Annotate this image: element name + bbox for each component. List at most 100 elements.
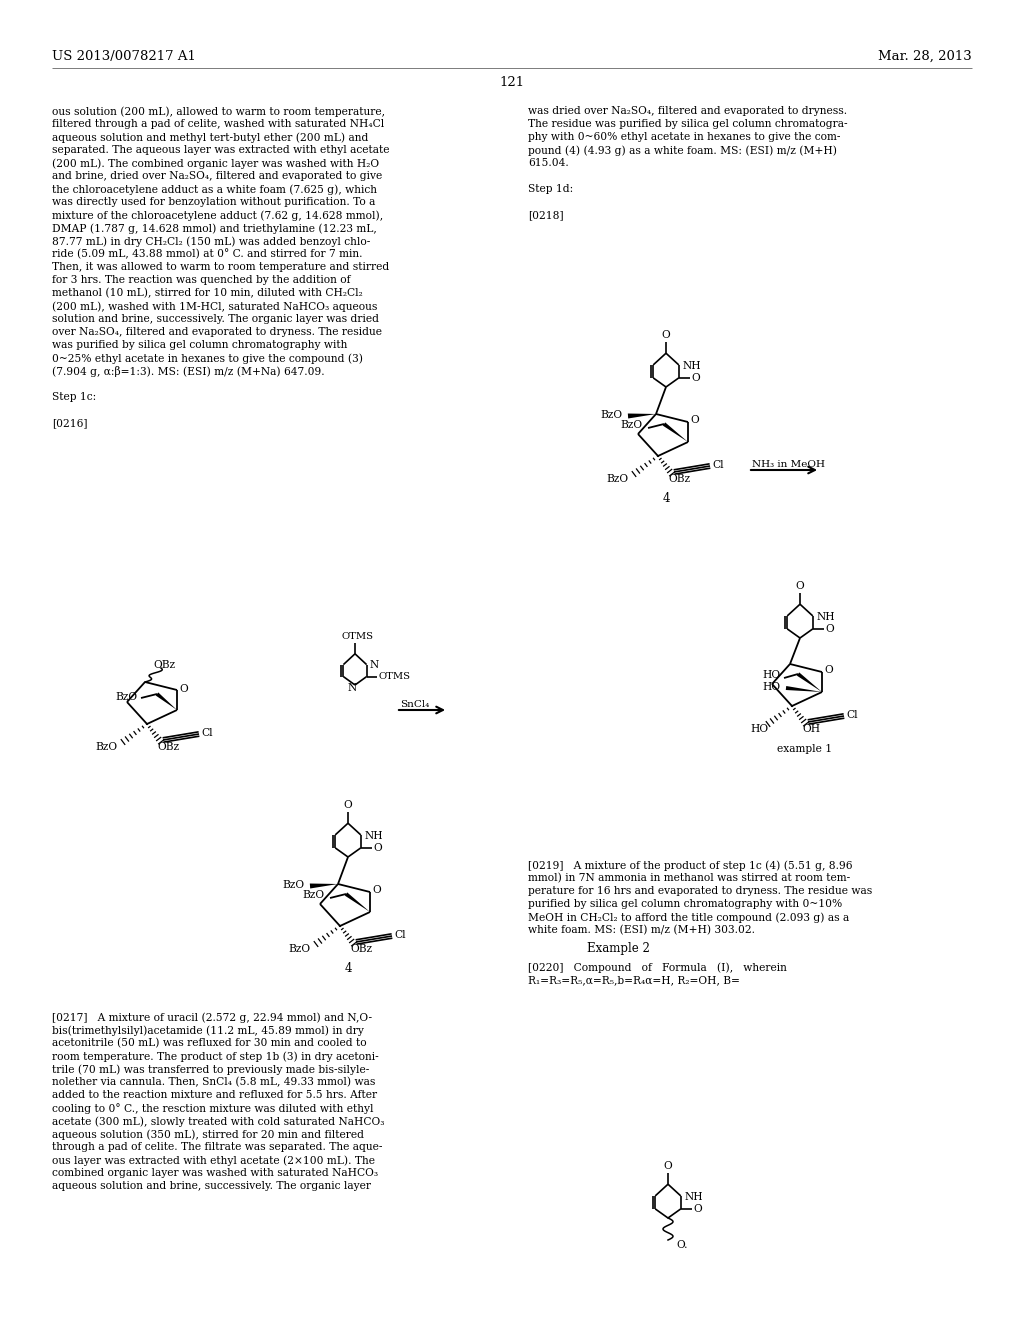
Text: over Na₂SO₄, filtered and evaporated to dryness. The residue: over Na₂SO₄, filtered and evaporated to … (52, 327, 382, 337)
Text: Cl: Cl (394, 931, 406, 940)
Polygon shape (310, 883, 338, 888)
Text: purified by silica gel column chromatography with 0~10%: purified by silica gel column chromatogr… (528, 899, 843, 909)
Text: R₁=R₃=R₅,α=R₅,b=R₄α=H, R₂=OH, B=: R₁=R₃=R₅,α=R₅,b=R₄α=H, R₂=OH, B= (528, 975, 740, 985)
Polygon shape (663, 422, 688, 442)
Text: white foam. MS: (ESI) m/z (M+H) 303.02.: white foam. MS: (ESI) m/z (M+H) 303.02. (528, 925, 755, 936)
Text: BzO: BzO (288, 944, 310, 954)
Text: HO: HO (750, 723, 768, 734)
Text: Mar. 28, 2013: Mar. 28, 2013 (879, 50, 972, 63)
Text: mixture of the chloroacetylene adduct (7.62 g, 14.628 mmol),: mixture of the chloroacetylene adduct (7… (52, 210, 383, 220)
Text: O: O (664, 1162, 673, 1171)
Text: DMAP (1.787 g, 14.628 mmol) and triethylamine (12.23 mL,: DMAP (1.787 g, 14.628 mmol) and triethyl… (52, 223, 377, 234)
Text: aqueous solution and brine, successively. The organic layer: aqueous solution and brine, successively… (52, 1181, 371, 1191)
Text: O: O (662, 330, 671, 341)
Text: OTMS: OTMS (341, 632, 373, 640)
Polygon shape (785, 686, 822, 692)
Text: O: O (179, 684, 187, 694)
Polygon shape (345, 892, 370, 912)
Text: aqueous solution (350 mL), stirred for 20 min and filtered: aqueous solution (350 mL), stirred for 2… (52, 1129, 364, 1139)
Text: BzO: BzO (95, 742, 117, 752)
Text: bis(trimethylsilyl)acetamide (11.2 mL, 45.89 mmol) in dry: bis(trimethylsilyl)acetamide (11.2 mL, 4… (52, 1026, 364, 1036)
Text: O.: O. (676, 1239, 687, 1250)
Text: OTMS: OTMS (379, 672, 411, 681)
Text: O: O (692, 372, 700, 383)
Text: separated. The aqueous layer was extracted with ethyl acetate: separated. The aqueous layer was extract… (52, 145, 389, 154)
Text: BzO: BzO (282, 880, 304, 890)
Text: OBz: OBz (153, 660, 175, 671)
Text: methanol (10 mL), stirred for 10 min, diluted with CH₂Cl₂: methanol (10 mL), stirred for 10 min, di… (52, 288, 362, 298)
Text: O: O (694, 1204, 702, 1214)
Text: NH: NH (365, 830, 383, 841)
Text: BzO: BzO (115, 692, 137, 702)
Text: Step 1c:: Step 1c: (52, 392, 96, 403)
Text: O: O (374, 843, 383, 853)
Text: added to the reaction mixture and refluxed for 5.5 hrs. After: added to the reaction mixture and reflux… (52, 1090, 377, 1100)
Text: (200 mL). The combined organic layer was washed with H₂O: (200 mL). The combined organic layer was… (52, 158, 379, 169)
Text: NH: NH (817, 612, 836, 622)
Text: [0219]   A mixture of the product of step 1c (4) (5.51 g, 8.96: [0219] A mixture of the product of step … (528, 861, 853, 871)
Text: the chloroacetylene adduct as a white foam (7.625 g), which: the chloroacetylene adduct as a white fo… (52, 183, 377, 194)
Text: filtered through a pad of celite, washed with saturated NH₄Cl: filtered through a pad of celite, washed… (52, 119, 384, 129)
Text: Example 2: Example 2 (587, 942, 649, 954)
Text: OBz: OBz (350, 944, 372, 954)
Text: O: O (372, 884, 381, 895)
Text: [0218]: [0218] (528, 210, 563, 220)
Text: acetate (300 mL), slowly treated with cold saturated NaHCO₃: acetate (300 mL), slowly treated with co… (52, 1115, 384, 1126)
Text: 4: 4 (344, 962, 352, 975)
Text: aqueous solution and methyl tert-butyl ether (200 mL) and: aqueous solution and methyl tert-butyl e… (52, 132, 369, 143)
Text: BzO: BzO (620, 420, 642, 430)
Text: O: O (825, 624, 835, 634)
Text: [0216]: [0216] (52, 418, 87, 428)
Text: BzO: BzO (302, 890, 325, 900)
Text: NH₃ in MeOH: NH₃ in MeOH (752, 459, 825, 469)
Text: mmol) in 7N ammonia in methanol was stirred at room tem-: mmol) in 7N ammonia in methanol was stir… (528, 873, 850, 883)
Text: Step 1d:: Step 1d: (528, 183, 573, 194)
Text: N: N (348, 682, 357, 693)
Text: O: O (824, 665, 833, 675)
Text: SnCl₄: SnCl₄ (400, 700, 429, 709)
Text: Then, it was allowed to warm to room temperature and stirred: Then, it was allowed to warm to room tem… (52, 261, 389, 272)
Text: room temperature. The product of step 1b (3) in dry acetoni-: room temperature. The product of step 1b… (52, 1051, 379, 1061)
Text: O: O (690, 414, 698, 425)
Text: NH: NH (685, 1192, 703, 1203)
Text: through a pad of celite. The filtrate was separated. The aque-: through a pad of celite. The filtrate wa… (52, 1142, 383, 1152)
Text: OBz: OBz (668, 474, 690, 484)
Text: BzO: BzO (600, 411, 623, 420)
Text: MeOH in CH₂Cl₂ to afford the title compound (2.093 g) as a: MeOH in CH₂Cl₂ to afford the title compo… (528, 912, 849, 923)
Text: nolether via cannula. Then, SnCl₄ (5.8 mL, 49.33 mmol) was: nolether via cannula. Then, SnCl₄ (5.8 m… (52, 1077, 376, 1088)
Polygon shape (156, 693, 177, 710)
Text: solution and brine, successively. The organic layer was dried: solution and brine, successively. The or… (52, 314, 379, 323)
Text: ous layer was extracted with ethyl acetate (2×100 mL). The: ous layer was extracted with ethyl aceta… (52, 1155, 375, 1166)
Text: cooling to 0° C., the resction mixture was diluted with ethyl: cooling to 0° C., the resction mixture w… (52, 1104, 374, 1114)
Text: 4: 4 (663, 492, 670, 506)
Text: 87.77 mL) in dry CH₂Cl₂ (150 mL) was added benzoyl chlo-: 87.77 mL) in dry CH₂Cl₂ (150 mL) was add… (52, 236, 371, 247)
Text: N: N (370, 660, 379, 669)
Polygon shape (628, 413, 656, 418)
Text: trile (70 mL) was transferred to previously made bis-silyle-: trile (70 mL) was transferred to previou… (52, 1064, 370, 1074)
Text: Cl: Cl (846, 710, 858, 719)
Text: NH: NH (683, 360, 701, 371)
Text: was directly used for benzoylation without purification. To a: was directly used for benzoylation witho… (52, 197, 376, 207)
Text: [0217]   A mixture of uracil (2.572 g, 22.94 mmol) and N,O-: [0217] A mixture of uracil (2.572 g, 22.… (52, 1012, 372, 1023)
Text: HO: HO (762, 671, 780, 680)
Text: US 2013/0078217 A1: US 2013/0078217 A1 (52, 50, 196, 63)
Text: O: O (796, 581, 805, 591)
Text: 121: 121 (500, 77, 524, 88)
Text: example 1: example 1 (777, 744, 833, 754)
Text: BzO: BzO (606, 474, 628, 484)
Text: ous solution (200 mL), allowed to warm to room temperature,: ous solution (200 mL), allowed to warm t… (52, 106, 385, 116)
Text: Cl: Cl (201, 729, 213, 738)
Text: OH: OH (802, 723, 820, 734)
Text: 615.04.: 615.04. (528, 158, 568, 168)
Text: for 3 hrs. The reaction was quenched by the addition of: for 3 hrs. The reaction was quenched by … (52, 275, 350, 285)
Text: perature for 16 hrs and evaporated to dryness. The residue was: perature for 16 hrs and evaporated to dr… (528, 886, 872, 896)
Text: Cl: Cl (712, 459, 724, 470)
Text: was purified by silica gel column chromatography with: was purified by silica gel column chroma… (52, 341, 347, 350)
Text: [0220]   Compound   of   Formula   (I),   wherein: [0220] Compound of Formula (I), wherein (528, 962, 786, 973)
Text: was dried over Na₂SO₄, filtered and evaporated to dryness.: was dried over Na₂SO₄, filtered and evap… (528, 106, 847, 116)
Text: pound (4) (4.93 g) as a white foam. MS: (ESI) m/z (M+H): pound (4) (4.93 g) as a white foam. MS: … (528, 145, 837, 156)
Text: combined organic layer was washed with saturated NaHCO₃: combined organic layer was washed with s… (52, 1168, 378, 1177)
Text: (200 mL), washed with 1M-HCl, saturated NaHCO₃ aqueous: (200 mL), washed with 1M-HCl, saturated … (52, 301, 378, 312)
Text: HO: HO (762, 682, 780, 692)
Text: 0~25% ethyl acetate in hexanes to give the compound (3): 0~25% ethyl acetate in hexanes to give t… (52, 352, 362, 363)
